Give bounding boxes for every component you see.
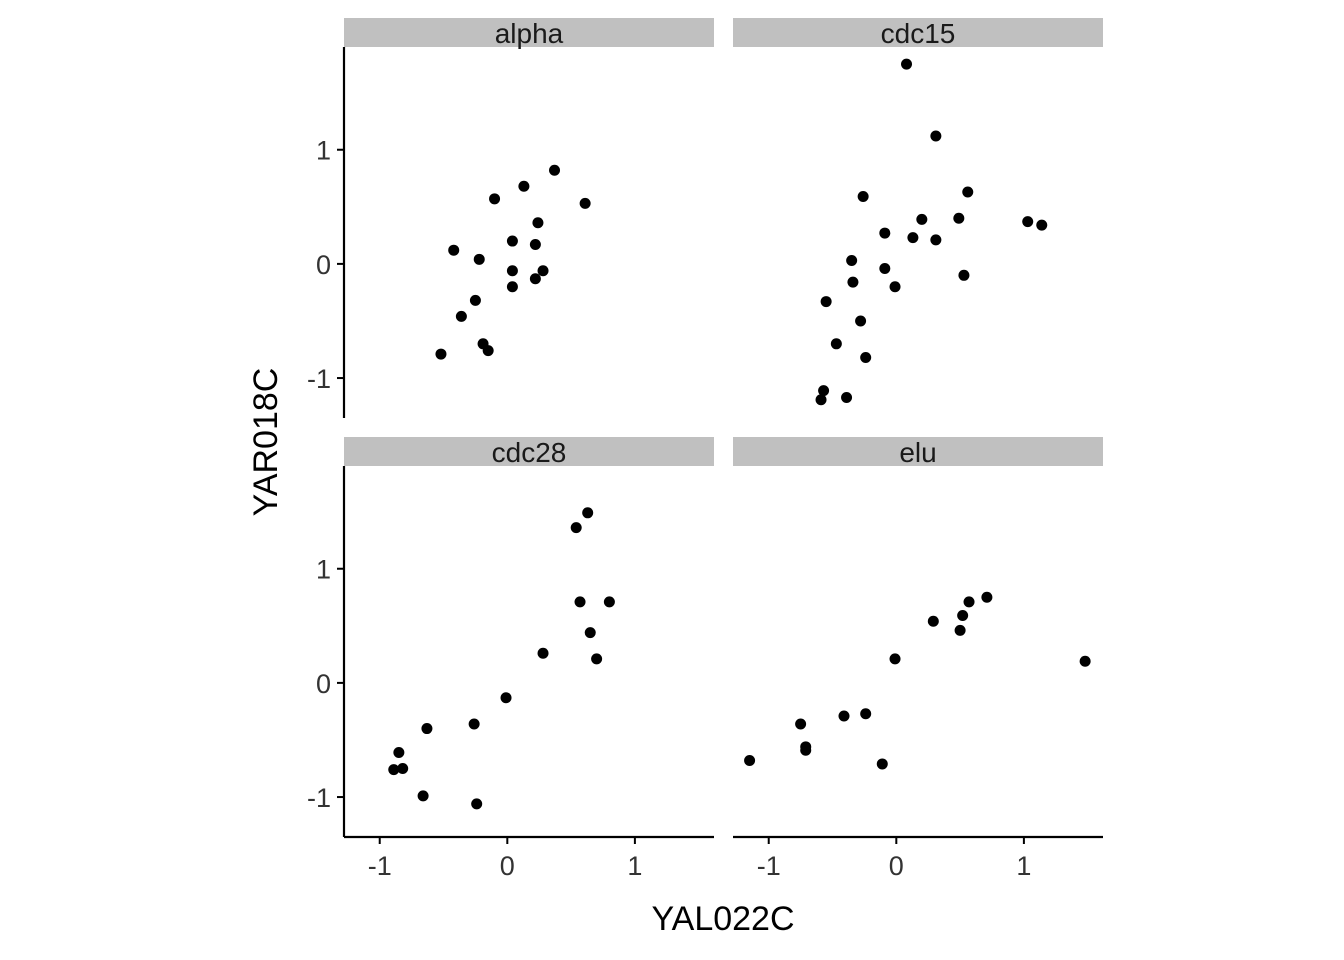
data-point xyxy=(574,596,586,608)
facet-strip-label: elu xyxy=(899,437,936,468)
data-point xyxy=(963,596,975,608)
x-axis-title: YAL022C xyxy=(651,900,794,938)
data-point xyxy=(876,758,888,770)
panel-elu: elu -1 0 1 xyxy=(733,437,1103,881)
data-point xyxy=(591,653,603,665)
data-point xyxy=(435,348,447,360)
data-point xyxy=(549,164,561,176)
data-point xyxy=(879,262,891,274)
facet-strip-label: alpha xyxy=(495,18,564,49)
data-point xyxy=(506,265,518,277)
data-point xyxy=(841,391,853,403)
data-point xyxy=(889,281,901,293)
x-tick-label: 1 xyxy=(627,851,642,881)
data-point xyxy=(1022,216,1034,228)
data-point xyxy=(958,269,970,281)
data-point xyxy=(820,296,832,308)
data-point xyxy=(930,130,942,142)
data-point xyxy=(800,744,812,756)
data-point xyxy=(927,615,939,627)
data-point xyxy=(448,244,460,256)
y-tick-label: 1 xyxy=(316,136,331,166)
facet-strip-label: cdc15 xyxy=(881,18,956,49)
x-tick-label: -1 xyxy=(368,851,392,881)
data-point xyxy=(962,186,974,198)
data-point xyxy=(916,213,928,225)
y-tick-label: 0 xyxy=(316,250,331,280)
data-point xyxy=(473,253,485,265)
data-point xyxy=(489,193,501,205)
data-point xyxy=(537,647,549,659)
data-point xyxy=(529,273,541,285)
facet-strip xyxy=(733,18,1103,47)
data-point xyxy=(957,610,969,622)
data-point xyxy=(981,591,993,603)
data-point xyxy=(953,212,965,224)
data-point xyxy=(584,627,596,639)
y-axis-title: YAR018C xyxy=(247,368,285,517)
facet-strip xyxy=(733,437,1103,466)
facet-strip xyxy=(344,18,714,47)
data-point xyxy=(860,708,872,720)
y-tick-label: -1 xyxy=(307,783,331,813)
data-point xyxy=(860,351,872,363)
panels-layer: alpha -1 0 1 cdc15 cdc28 -1 0 1 -1 0 1 elu -1 0 1 xyxy=(307,18,1103,881)
data-point xyxy=(421,723,433,735)
data-point xyxy=(1079,655,1091,667)
data-point xyxy=(455,310,467,322)
data-point xyxy=(579,197,591,209)
data-point xyxy=(815,394,827,406)
data-point xyxy=(537,265,549,277)
data-point xyxy=(468,718,480,730)
data-point xyxy=(388,764,400,776)
x-tick-label: 0 xyxy=(500,851,515,881)
x-tick-label: 1 xyxy=(1016,851,1031,881)
data-point xyxy=(570,522,582,534)
panel-cdc15: cdc15 xyxy=(733,18,1103,406)
data-point xyxy=(506,235,518,247)
panel-alpha: alpha -1 0 1 xyxy=(307,18,714,418)
data-point xyxy=(518,180,530,192)
x-tick-label: -1 xyxy=(757,851,781,881)
data-point xyxy=(397,763,409,775)
data-point xyxy=(907,232,919,244)
data-point xyxy=(603,596,615,608)
data-point xyxy=(506,281,518,293)
data-point xyxy=(500,692,512,704)
facet-strip xyxy=(344,437,714,466)
facet-strip-label: cdc28 xyxy=(492,437,567,468)
data-point xyxy=(471,798,483,810)
y-tick-label: 0 xyxy=(316,669,331,699)
data-point xyxy=(846,254,858,266)
data-point xyxy=(889,653,901,665)
data-point xyxy=(417,790,429,802)
panel-cdc28: cdc28 -1 0 1 -1 0 1 xyxy=(307,437,714,881)
data-point xyxy=(830,338,842,350)
data-point xyxy=(838,710,850,722)
data-point xyxy=(744,755,756,767)
data-point xyxy=(879,227,891,239)
data-point xyxy=(469,294,481,306)
x-tick-label: 0 xyxy=(889,851,904,881)
data-point xyxy=(482,345,494,357)
data-point xyxy=(818,385,830,397)
y-tick-label: -1 xyxy=(307,364,331,394)
data-point xyxy=(901,58,913,70)
data-point xyxy=(795,718,807,730)
data-point xyxy=(857,191,869,203)
data-point xyxy=(529,238,541,250)
y-tick-label: 1 xyxy=(316,555,331,585)
data-point xyxy=(532,217,544,229)
data-point xyxy=(1036,219,1048,231)
data-point xyxy=(855,315,867,327)
data-point xyxy=(847,276,859,288)
data-point xyxy=(930,234,942,246)
data-point xyxy=(393,747,405,759)
data-point xyxy=(582,507,594,519)
data-point xyxy=(954,624,966,636)
